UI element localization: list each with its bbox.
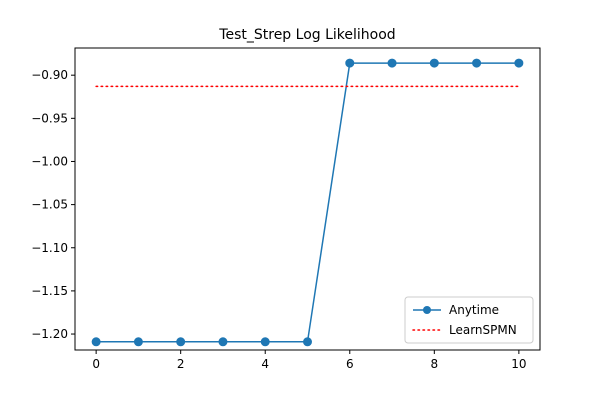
data-point-anytime	[345, 58, 355, 68]
plot-area	[74, 47, 541, 351]
chart-title: Test_Strep Log Likelihood	[218, 27, 395, 43]
x-tick-label: 2	[177, 357, 185, 371]
plot-frame	[74, 47, 541, 351]
series-layer	[91, 58, 524, 347]
data-point-anytime	[387, 58, 397, 68]
x-tick-label: 4	[261, 357, 269, 371]
x-axis: 0 2 4 6 8 10	[92, 350, 527, 371]
legend-marker-anytime	[423, 306, 431, 314]
y-tick-label: −1.20	[31, 327, 68, 341]
x-tick-label: 8	[430, 357, 438, 371]
y-tick-label: −1.00	[31, 154, 68, 168]
data-point-anytime	[133, 337, 143, 347]
y-tick-label: −1.15	[31, 284, 68, 298]
x-tick-label: 0	[92, 357, 100, 371]
data-point-anytime	[91, 337, 101, 347]
y-tick-label: −1.05	[31, 198, 68, 212]
y-tick-label: −0.95	[31, 111, 68, 125]
legend-label-learnspmn: LearnSPMN	[449, 323, 517, 337]
legend: Anytime LearnSPMN	[404, 296, 534, 344]
x-tick-label: 10	[511, 357, 526, 371]
data-point-anytime	[260, 337, 270, 347]
legend-box	[404, 296, 534, 344]
legend-label-anytime: Anytime	[449, 303, 499, 317]
data-point-anytime	[176, 337, 186, 347]
data-point-anytime	[218, 337, 228, 347]
y-tick-label: −1.10	[31, 241, 68, 255]
y-tick-label: −0.90	[31, 68, 68, 82]
data-point-anytime	[429, 58, 439, 68]
data-point-anytime	[514, 58, 524, 68]
data-point-anytime	[472, 58, 482, 68]
data-point-anytime	[303, 337, 312, 347]
y-axis: −1.20 −1.15 −1.10 −1.05 −1.00 −0.95 −0.90	[31, 68, 75, 341]
x-tick-label: 6	[346, 357, 354, 371]
